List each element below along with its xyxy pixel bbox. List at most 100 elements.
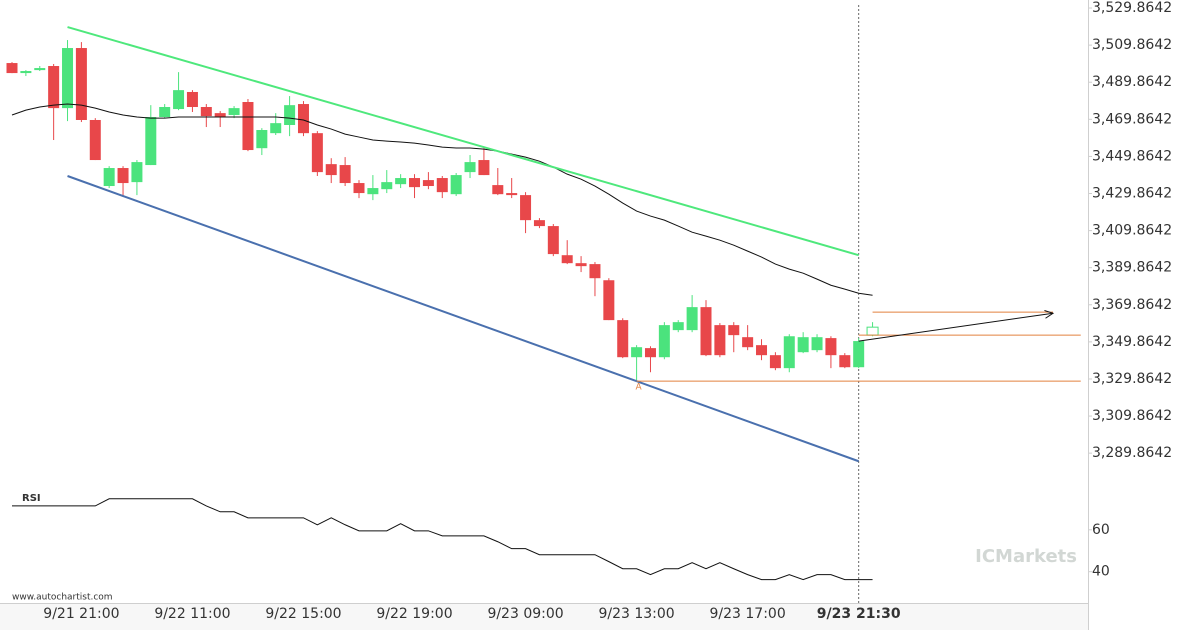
- rsi-title: RSI: [22, 493, 41, 504]
- candle-body: [617, 320, 629, 358]
- x-tick-label: 9/23 09:00: [487, 606, 563, 622]
- candle-body: [339, 165, 351, 184]
- x-axis-strip: [0, 603, 1088, 630]
- candle-body: [89, 119, 101, 161]
- candle-body: [700, 307, 712, 356]
- y-tick-label: 3,409.8642: [1092, 223, 1172, 239]
- channel-line: [67, 26, 859, 257]
- candle-body: [20, 71, 32, 74]
- candle-body: [270, 123, 282, 134]
- candle-body: [173, 90, 185, 110]
- x-tick-label: 9/22 11:00: [154, 606, 230, 622]
- candle-body: [436, 178, 448, 193]
- candle-body: [6, 63, 18, 74]
- candle-body: [131, 162, 143, 183]
- candle-body: [103, 168, 115, 187]
- candle-body: [297, 104, 309, 134]
- candle-body: [783, 336, 795, 369]
- candle-body: [214, 113, 226, 118]
- channel-line: [67, 175, 860, 463]
- candle-body: [506, 193, 518, 196]
- candle-body: [381, 182, 393, 190]
- moving-average: [11, 103, 873, 296]
- candle-body: [256, 130, 268, 149]
- x-tick-label: 9/23 17:00: [710, 606, 786, 622]
- y-tick-label: 3,469.8642: [1092, 111, 1172, 127]
- candle-body: [228, 108, 240, 115]
- rsi-line: [12, 498, 873, 581]
- candle-body: [603, 280, 615, 321]
- rsi-tick-label: 40: [1092, 564, 1110, 580]
- candle-body: [145, 117, 157, 166]
- y-tick-label: 3,449.8642: [1092, 148, 1172, 164]
- candle-body: [853, 341, 865, 368]
- candle-body: [200, 107, 212, 117]
- candle-body: [839, 355, 851, 368]
- candle-body: [672, 322, 684, 331]
- candle-body: [866, 326, 879, 336]
- y-tick-label: 3,509.8642: [1092, 37, 1172, 53]
- candle-body: [756, 345, 768, 356]
- candle-body: [62, 48, 74, 109]
- y-tick-label: 3,309.8642: [1092, 408, 1172, 424]
- x-tick-label: 9/21 21:00: [43, 606, 119, 622]
- candle-body: [367, 188, 379, 195]
- level-label: A: [636, 383, 643, 393]
- candle-body: [75, 48, 87, 120]
- candle-body: [825, 338, 837, 356]
- candle-body: [422, 180, 434, 187]
- candle-body: [34, 68, 46, 71]
- candle-body: [395, 178, 407, 185]
- y-tick-label: 3,369.8642: [1092, 297, 1172, 313]
- candle-body: [117, 168, 129, 184]
- candle-body: [533, 220, 545, 227]
- candle-body: [186, 91, 198, 108]
- source: www.autochartist.com: [12, 593, 113, 603]
- y-tick-label: 3,289.8642: [1092, 445, 1172, 461]
- candle-body: [742, 337, 754, 348]
- y-tick-label: 3,349.8642: [1092, 334, 1172, 350]
- candle-body: [728, 325, 740, 336]
- y-tick-label: 3,489.8642: [1092, 74, 1172, 90]
- candle-body: [561, 255, 573, 264]
- candle-body: [492, 185, 504, 195]
- candle-body: [811, 337, 823, 351]
- x-tick-label: 9/22 15:00: [265, 606, 341, 622]
- candle-body: [478, 160, 490, 176]
- candle-body: [658, 325, 670, 358]
- y-tick-label: 3,329.8642: [1092, 371, 1172, 387]
- candle-body: [311, 133, 323, 173]
- candle-body: [409, 178, 421, 188]
- watermark: ICMarkets: [975, 546, 1077, 567]
- y-tick-label: 3,529.8642: [1092, 0, 1172, 16]
- candle-body: [464, 162, 476, 173]
- candle-body: [589, 264, 601, 279]
- candle-body: [450, 175, 462, 195]
- candle-body: [325, 164, 337, 176]
- candle-body: [547, 226, 559, 255]
- candle-body: [48, 66, 60, 109]
- candle-body: [686, 307, 698, 331]
- candle-body: [631, 347, 643, 358]
- y-tick-label: 3,389.8642: [1092, 260, 1172, 276]
- candle-body: [520, 195, 532, 221]
- candle-body: [644, 348, 656, 358]
- x-tick-label: 9/22 19:00: [376, 606, 452, 622]
- candle-body: [242, 102, 254, 151]
- candle-body: [575, 263, 587, 267]
- candle-body: [353, 183, 365, 194]
- candle-body: [714, 325, 726, 356]
- x-tick-label: 9/23 13:00: [598, 606, 674, 622]
- candle-body: [769, 355, 781, 369]
- forecast-arrow: [858, 312, 1054, 342]
- rsi-tick-label: 60: [1092, 522, 1110, 538]
- x-tick-label: 9/23 21:30: [817, 606, 901, 622]
- candle-body: [159, 107, 171, 118]
- y-tick-label: 3,429.8642: [1092, 186, 1172, 202]
- candle-body: [284, 105, 296, 125]
- candle-body: [797, 337, 809, 353]
- forecast-arrowhead: [1044, 310, 1055, 319]
